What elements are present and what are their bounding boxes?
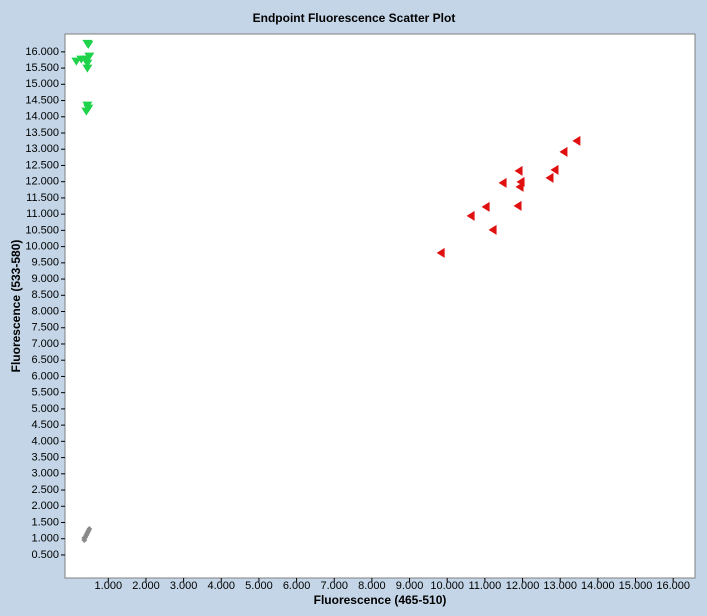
y-tick-label: 4.000 [31, 435, 59, 447]
x-tick-label: 11.000 [468, 580, 501, 592]
point [82, 59, 93, 68]
point [82, 64, 93, 73]
point [488, 224, 497, 235]
y-tick-label: 1.500 [31, 516, 59, 528]
y-tick-label: 5.500 [31, 387, 59, 399]
x-tick-label: 14.000 [581, 580, 615, 592]
y-tick-label: 12.000 [25, 176, 59, 188]
y-tick-label: 6.000 [31, 370, 59, 382]
point [572, 135, 581, 146]
y-tick-label: 3.000 [31, 468, 59, 480]
point [84, 52, 95, 61]
x-tick-label: 4.000 [208, 580, 236, 592]
y-tick-label: 14.000 [25, 111, 59, 123]
point [513, 200, 522, 211]
point [515, 181, 524, 192]
y-tick-label: 16.000 [25, 46, 59, 58]
point [498, 177, 507, 188]
x-tick-label: 8.000 [358, 580, 386, 592]
y-tick-label: 3.500 [31, 451, 59, 463]
x-axis-label: Fluorescence (465-510) [314, 593, 447, 607]
x-tick-label: 5.000 [245, 580, 273, 592]
y-tick-label: 14.500 [25, 94, 59, 106]
y-tick-label: 1.000 [31, 533, 59, 545]
point [466, 210, 475, 221]
y-tick-label: 10.500 [25, 224, 59, 236]
y-tick-label: 0.500 [31, 549, 59, 561]
y-tick-label: 10.000 [25, 241, 59, 253]
y-tick-label: 9.000 [31, 273, 59, 285]
x-tick-label: 6.000 [283, 580, 311, 592]
y-tick-label: 7.000 [31, 338, 59, 350]
plot-area [64, 33, 696, 579]
point [559, 146, 568, 157]
x-tick-label: 9.000 [396, 580, 424, 592]
y-tick-label: 2.000 [31, 500, 59, 512]
y-tick-label: 6.500 [31, 354, 59, 366]
x-tick-label: 1.000 [95, 580, 123, 592]
y-tick-label: 8.500 [31, 289, 59, 301]
x-tick-label: 15.000 [619, 580, 653, 592]
x-tick-label: 16.000 [656, 580, 690, 592]
point [81, 107, 92, 116]
y-tick-label: 8.000 [31, 305, 59, 317]
y-tick-label: 5.000 [31, 403, 59, 415]
y-tick-label: 15.000 [25, 78, 59, 90]
y-tick-label: 4.500 [31, 419, 59, 431]
x-tick-label: 12.000 [506, 580, 540, 592]
y-tick-label: 9.500 [31, 257, 59, 269]
y-tick-label: 11.000 [26, 208, 59, 220]
point [83, 40, 94, 49]
x-tick-label: 2.000 [132, 580, 160, 592]
x-tick-label: 3.000 [170, 580, 198, 592]
y-tick-label: 15.500 [25, 62, 59, 74]
point [86, 525, 93, 532]
y-tick-label: 11.500 [26, 192, 59, 204]
point [81, 534, 88, 541]
y-tick-label: 7.500 [31, 322, 59, 334]
x-tick-label: 13.000 [543, 580, 577, 592]
point [514, 165, 523, 176]
x-tick-label: 10.000 [430, 580, 464, 592]
y-tick-label: 13.000 [25, 143, 59, 155]
point [436, 247, 445, 258]
point [550, 164, 559, 175]
point [481, 201, 490, 212]
y-tick-label: 13.500 [25, 127, 59, 139]
y-tick-label: 2.500 [31, 484, 59, 496]
chart-title: Endpoint Fluorescence Scatter Plot [253, 11, 456, 25]
y-tick-label: 12.500 [25, 159, 59, 171]
point [545, 172, 554, 183]
x-tick-label: 7.000 [320, 580, 348, 592]
y-axis-label: Fluorescence (533-580) [9, 240, 23, 373]
